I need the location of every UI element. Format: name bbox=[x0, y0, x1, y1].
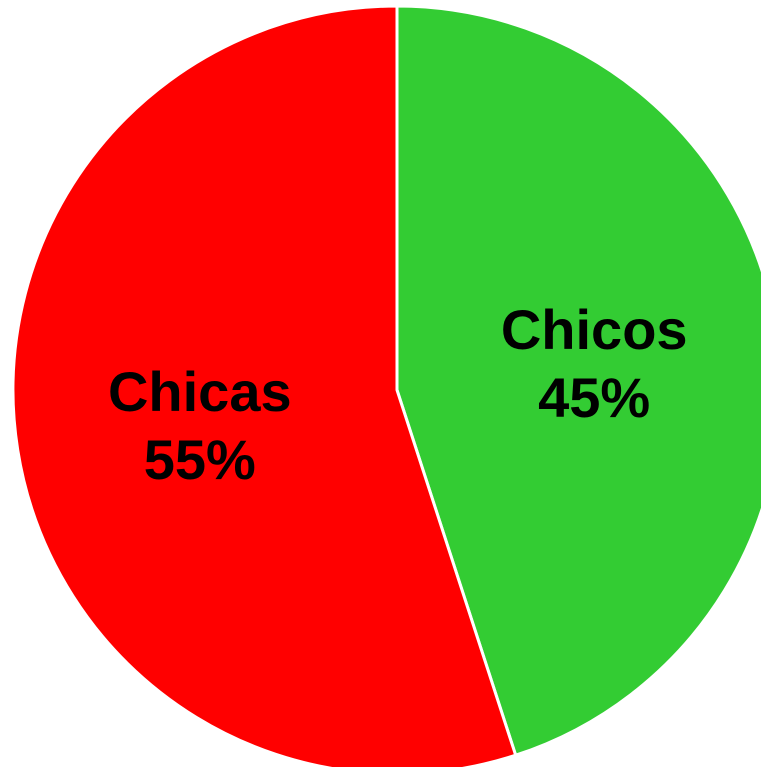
slices-layer bbox=[11, 4, 761, 767]
pie-slice-chicos bbox=[395, 4, 761, 757]
pie-slice-label-chicos: Chicos bbox=[501, 298, 688, 361]
pie-slice-label-chicas: Chicas bbox=[108, 360, 292, 423]
pie-slice-percent-chicas: 55% bbox=[144, 428, 256, 491]
pie-slice-chicas bbox=[11, 4, 518, 767]
pie-slice-percent-chicos: 45% bbox=[538, 366, 650, 429]
